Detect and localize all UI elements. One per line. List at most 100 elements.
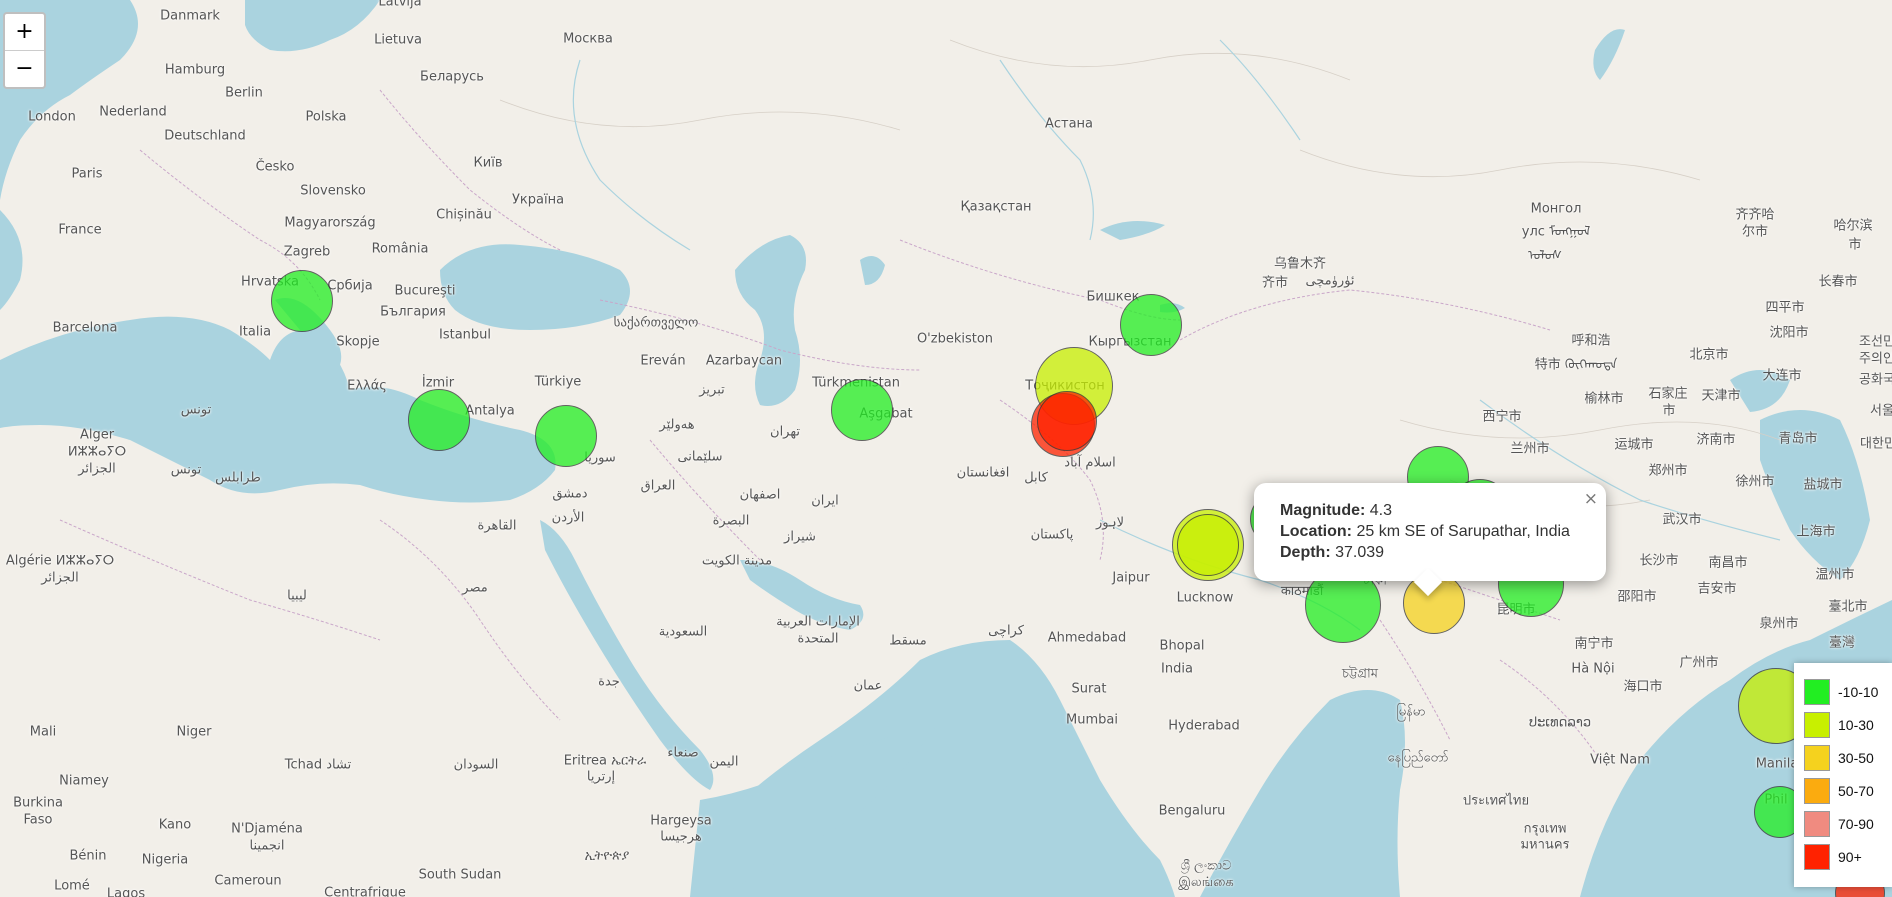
place-label: London [28,109,76,125]
depth-legend: -10-10 10-30 30-50 50-70 70-90 90+ [1794,663,1892,887]
place-label: 尔市 [1741,224,1769,240]
place-label: Nederland [99,104,167,120]
place-label: Slovensko [300,183,366,199]
place-label: 市 [1662,403,1676,419]
earthquake-marker[interactable] [535,405,597,467]
place-label: 주의인 [1859,351,1892,367]
place-label: Eritrea ኤርትራ [563,753,647,769]
place-label: مصر [462,580,488,596]
legend-label: 70-90 [1838,815,1874,832]
place-label: Zagreb [283,244,331,260]
legend-swatch [1804,810,1830,837]
place-label: انجمينا [249,838,285,854]
place-label: Jaipur [1112,570,1150,586]
place-label: Lagos [106,886,146,897]
place-label: Mali [29,724,57,740]
place-label: 天津市 [1701,388,1741,404]
location-value: 25 km SE of Sarupathar, India [1356,523,1570,540]
place-label: تونس [170,462,202,478]
black-sea [440,244,630,330]
place-label: 青岛市 [1778,431,1818,447]
place-label: Latvija [378,0,422,10]
place-label: 乌鲁木齐 [1273,256,1327,272]
place-label: Magyarország [284,215,376,231]
place-label: عمان [853,678,883,694]
legend-row: 10-30 [1804,708,1882,741]
place-label: O'zbekiston [916,331,994,347]
zoom-out-button[interactable]: − [5,50,44,87]
magnitude-label: Magnitude: [1280,502,1366,519]
place-label: 吉安市 [1697,581,1737,597]
place-label: 조선민 [1859,334,1892,350]
place-label: کابل [1024,470,1048,486]
place-label: Tchad تشاد [284,757,352,773]
place-label: 济南市 [1696,432,1736,448]
place-label: تونس [180,402,212,418]
place-label: улс ᠮᠣᠩᠭᠣᠯ [1521,224,1591,240]
place-label: البصرة [712,513,750,529]
place-label: India [1161,661,1193,677]
earthquake-marker[interactable] [831,379,893,441]
place-label: Bhopal [1159,638,1205,654]
regional-borders [499,39,1781,508]
place-label: إرتريا [586,769,616,785]
place-label: Србија [327,278,373,294]
place-label: Berlin [225,85,263,101]
place-label: ليبيا [287,588,307,604]
place-label: Alger [79,427,115,443]
place-label: Barcelona [52,320,118,336]
place-label: Ereván [640,353,686,369]
place-label: Surat [1071,681,1107,697]
place-label: 공화국 [1859,372,1892,388]
place-label: 郑州市 [1648,463,1688,479]
place-label: กรุงเทพ [1523,821,1567,837]
place-label: Skopje [336,334,380,350]
place-label: ປະເທດລາວ [1528,715,1592,731]
place-label: Україна [511,192,565,208]
earthquake-marker[interactable] [408,389,470,451]
place-label: السعودية [658,624,708,640]
place-label: Астана [1044,116,1094,132]
yellow-sea [1760,410,1870,580]
earthquake-marker[interactable] [1037,391,1097,451]
earthquake-marker[interactable] [1177,514,1239,576]
place-label: الجزائر [41,570,79,586]
place-label: Deutschland [164,128,246,144]
magnitude-value: 4.3 [1369,502,1393,519]
place-label: Türkiye [534,374,582,390]
earthquake-marker[interactable] [271,270,333,332]
place-label: Cameroun [214,873,282,889]
legend-label: -10-10 [1838,683,1879,700]
legend-swatch [1804,777,1830,804]
place-label: 武汉市 [1662,512,1702,528]
place-label: مسقط [889,633,927,649]
place-label: มหานคร [1520,837,1570,853]
place-label: Faso [23,812,53,828]
place-label: اسلام آباد [1064,455,1116,471]
place-label: Chișinău [436,207,492,223]
place-label: ایران [811,493,839,509]
place-label: ئۈرۈمچى [1305,273,1355,289]
earthquake-popup: × Magnitude: 4.3 Location: 25 km SE of S… [1254,483,1606,597]
place-label: Bucureşti [394,283,456,299]
place-label: 长沙市 [1639,553,1679,569]
place-label: 臺北市 [1828,599,1868,615]
popup-location-row: Location: 25 km SE of Sarupathar, India [1280,521,1580,542]
place-label: طرابلس [215,470,261,486]
earthquake-marker[interactable] [1120,294,1182,356]
place-label: 北京市 [1689,347,1729,363]
place-label: Niger [176,724,212,740]
zoom-in-button[interactable]: + [15,19,34,44]
place-label: 兰州市 [1510,441,1550,457]
place-label: Hà Nội [1571,661,1615,677]
place-label: 서울 [1870,403,1892,419]
place-label: Бишкек [1086,289,1140,305]
popup-close-button[interactable]: × [1583,489,1598,509]
place-label: Lietuva [374,32,422,48]
place-label: مدينة الكويت [701,553,773,569]
place-label: 榆林市 [1584,391,1624,407]
place-label: இலங்கை [1178,875,1234,890]
place-label: ኢትዮጵያ [584,848,630,864]
place-label: اصفهان [739,487,781,503]
